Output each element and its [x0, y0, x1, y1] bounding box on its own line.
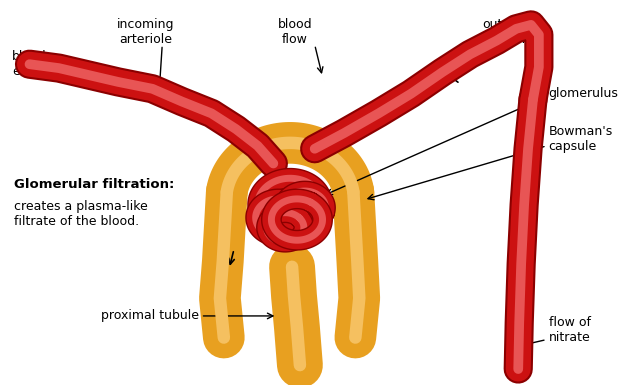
Text: outging
arteriole: outging arteriole [480, 18, 533, 46]
Text: creates a plasma-like
filtrate of the blood.: creates a plasma-like filtrate of the bl… [14, 200, 147, 228]
Text: Bowman's
capsule: Bowman's capsule [549, 125, 613, 153]
Text: blood
flow: blood flow [278, 18, 312, 46]
Text: flow of
nitrate: flow of nitrate [549, 316, 591, 344]
Text: proximal tubule: proximal tubule [101, 310, 199, 322]
Text: glomerulus: glomerulus [549, 87, 618, 100]
Text: blood
enters: blood enters [12, 50, 52, 78]
Text: incoming
arteriole: incoming arteriole [116, 18, 174, 46]
Text: Glomerular filtration:: Glomerular filtration: [14, 178, 174, 191]
